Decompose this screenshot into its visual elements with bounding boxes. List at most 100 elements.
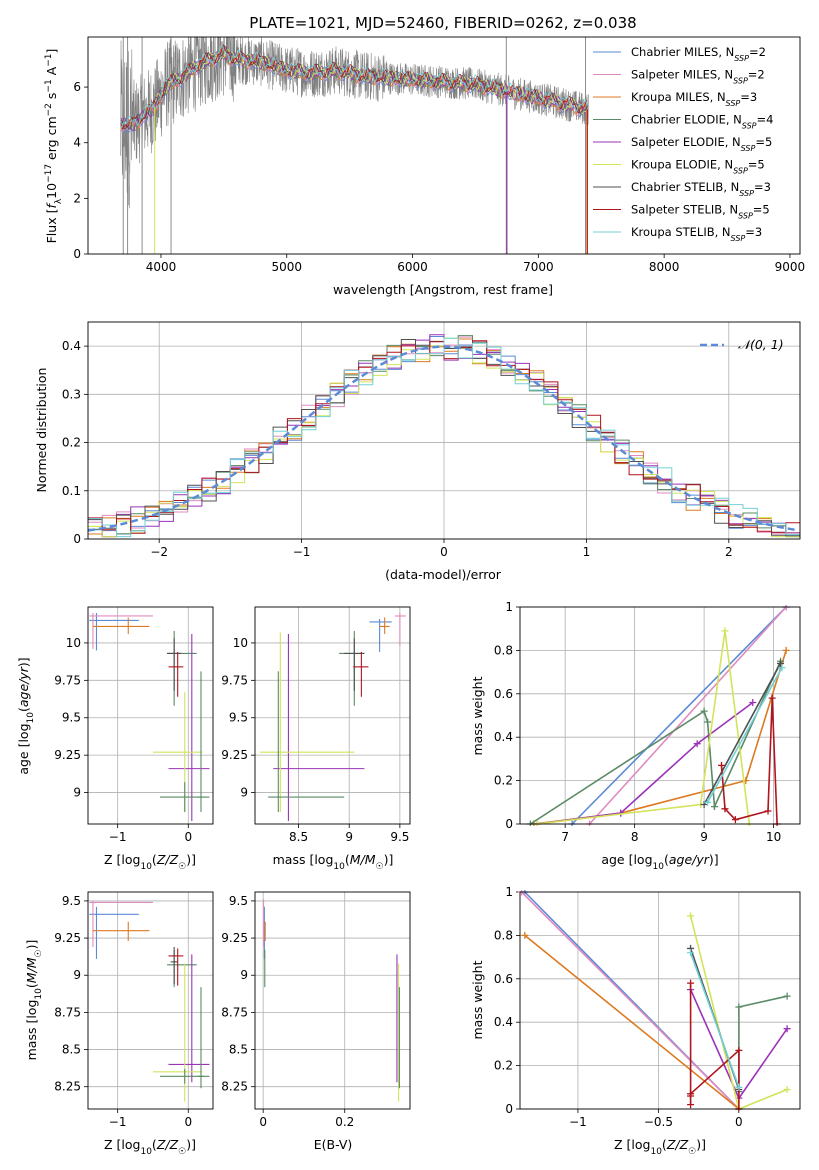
- series-line: [689, 952, 740, 1088]
- legend-label: Kroupa STELIB, NSSP=3: [631, 225, 762, 243]
- axes-frame: [87, 36, 801, 255]
- axes-age_vs_mass: 8.5 9 9.5 9 9.25 9.5 9.75 10 mass [log10(M/M☉)]: [221, 606, 411, 872]
- series-line: [703, 663, 782, 805]
- legend-label: Chabrier MILES, NSSP=2: [631, 45, 766, 63]
- series-marker: [735, 1083, 743, 1091]
- series-marker: [735, 1046, 743, 1054]
- series-marker: [721, 627, 729, 635]
- x-axis-label: mass [log10(M/M☉)]: [273, 852, 394, 872]
- y-tick-label: 9: [240, 786, 248, 800]
- x-axis-label: age [log10(age/yr)]: [601, 852, 718, 872]
- series-marker: [749, 698, 757, 706]
- y-axis-label: mass weight: [470, 676, 485, 755]
- line-plot: [526, 605, 790, 826]
- y-axis-label: mass [log10(M/M☉)]: [24, 940, 44, 1061]
- axes-frame: [87, 891, 214, 1110]
- series-marker: [764, 807, 772, 815]
- x-tick-label: 7: [561, 830, 569, 844]
- y-tick-label: 0.6: [494, 972, 513, 986]
- y-tick-label: 0.6: [494, 687, 513, 701]
- axes-frame: [87, 606, 214, 825]
- x-tick-label: −1: [109, 1115, 127, 1129]
- x-tick-label: 1: [583, 545, 591, 559]
- series-marker: [783, 1025, 791, 1033]
- legend-label: Chabrier ELODIE, NSSP=4: [631, 113, 773, 131]
- legend-label: Salpeter MILES, NSSP=2: [631, 68, 765, 86]
- x-axis-label: Z [log10(Z/Z☉)]: [104, 1137, 196, 1157]
- axes-frame: [254, 891, 411, 1110]
- x-tick-label: 6000: [397, 260, 428, 274]
- series-marker: [687, 912, 695, 920]
- x-tick-label: 10: [766, 830, 781, 844]
- series-line: [720, 698, 778, 825]
- model-line: [120, 45, 588, 129]
- errorbar-plot: [89, 612, 210, 822]
- y-tick-label: 2: [73, 191, 81, 205]
- series-marker: [782, 646, 790, 654]
- legend-label: Chabrier STELIB, NSSP=3: [631, 180, 771, 198]
- y-tick-label: 0: [505, 817, 513, 831]
- axes-mass_vs_Z: −1 0 8.25 8.5 8.75 9 9.25 9.5 Z [log10(Z/Z☉)] mas…: [24, 891, 214, 1157]
- series-marker: [687, 1090, 695, 1098]
- y-tick-label: 9.5: [229, 711, 248, 725]
- model-line: [120, 44, 588, 130]
- y-tick-label: 4: [73, 136, 81, 150]
- spectrum-plot: [120, 37, 589, 254]
- y-tick-label: 0.2: [62, 436, 81, 450]
- model-line: [120, 46, 588, 130]
- figure-title: PLATE=1021, MJD=52460, FIBERID=0262, z=0…: [249, 14, 636, 32]
- y-tick-label: 0.8: [494, 643, 513, 657]
- observed-spectrum-line: [120, 37, 589, 209]
- x-tick-label: 2: [725, 545, 733, 559]
- y-axis-label: Flux [fλ10−17 erg cm−2 s−1 A−1]: [44, 49, 64, 244]
- x-tick-label: 8.5: [289, 830, 308, 844]
- x-axis-label: E(B-V): [314, 1137, 353, 1152]
- series-line: [537, 630, 751, 825]
- y-tick-label: 0.4: [494, 1015, 513, 1029]
- legend-label: Kroupa ELODIE, NSSP=5: [631, 158, 765, 176]
- y-tick-label: 0: [505, 1102, 513, 1116]
- series-marker: [704, 718, 712, 726]
- y-tick-label: 8.25: [221, 1080, 248, 1094]
- series-marker: [717, 761, 725, 769]
- x-axis-label: Z [log10(Z/Z☉)]: [614, 1137, 706, 1157]
- x-tick-label: −1: [109, 830, 127, 844]
- y-tick-label: 9.25: [54, 931, 81, 945]
- series-marker: [700, 707, 708, 715]
- x-tick-label: 5000: [271, 260, 302, 274]
- y-tick-label: 8.75: [54, 1005, 81, 1019]
- series-line: [529, 660, 782, 825]
- legend-label: Salpeter ELODIE, NSSP=5: [631, 135, 772, 153]
- series-marker: [783, 1085, 791, 1093]
- axes-mass_weight_vs_Z: −1 −0.5 0 0 0.2 0.4 0.6 0.8 1 Z [log10(Z/Z☉)] mass…: [470, 885, 801, 1157]
- y-tick-label: 10: [233, 636, 248, 650]
- model-line: [120, 48, 588, 133]
- series-marker: [704, 798, 712, 806]
- x-axis-label: Z [log10(Z/Z☉)]: [104, 852, 196, 872]
- series-marker: [777, 659, 785, 667]
- axes-residuals: −2 −1 0 1 2 0 0.1 0.2 0.3 0.4 𝒩(0, 1) (data-model)/…: [34, 321, 801, 582]
- series-marker: [687, 949, 695, 957]
- x-tick-label: 4000: [146, 260, 177, 274]
- x-tick-label: −1: [293, 545, 311, 559]
- normal-curve: [88, 345, 798, 532]
- series-line: [524, 934, 740, 1110]
- x-tick-label: 0: [184, 830, 192, 844]
- axes-frame: [254, 606, 411, 825]
- series-marker: [711, 803, 719, 811]
- errorbar-plot: [89, 900, 210, 1102]
- series-marker: [693, 740, 701, 748]
- x-tick-label: −1: [569, 1115, 587, 1129]
- x-tick-label: −2: [150, 545, 168, 559]
- y-tick-label: 9: [73, 968, 81, 982]
- x-tick-label: 8000: [649, 260, 680, 274]
- y-tick-label: 9: [73, 786, 81, 800]
- series-marker: [783, 992, 791, 1000]
- axes-frame: [519, 891, 801, 1110]
- x-tick-label: 9: [345, 830, 353, 844]
- x-tick-label: 8: [631, 830, 639, 844]
- y-tick-label: 1: [505, 885, 513, 899]
- series-line: [571, 606, 787, 825]
- x-tick-label: 0: [259, 1115, 267, 1129]
